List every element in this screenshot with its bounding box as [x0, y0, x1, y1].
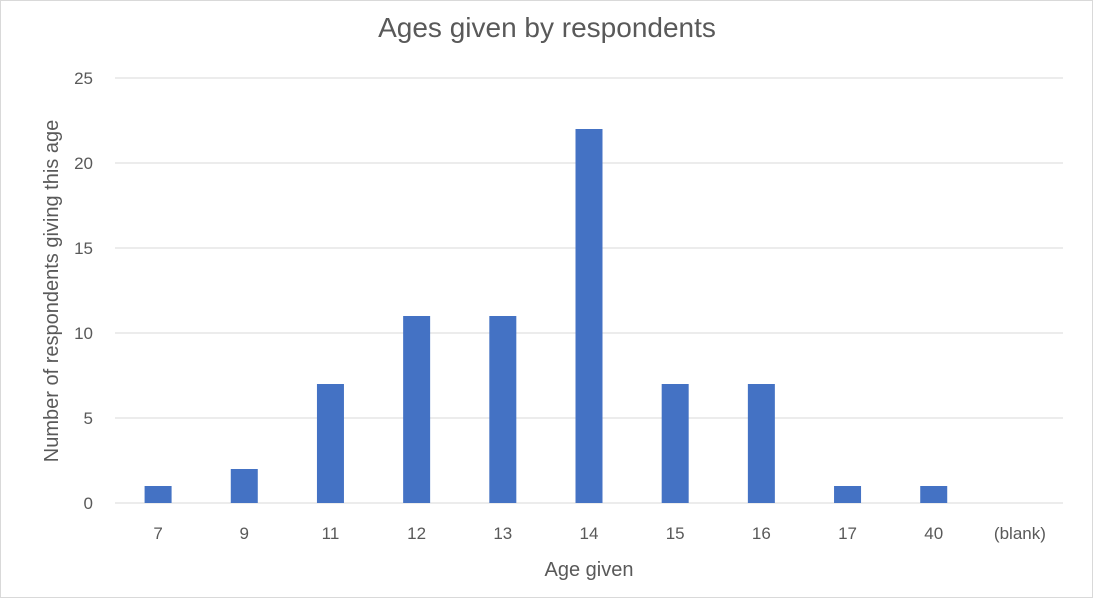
bar [834, 486, 862, 503]
y-axis-ticks: 0 5 10 15 20 25 [74, 69, 93, 513]
y-tick-label: 10 [74, 324, 93, 343]
bar [489, 316, 517, 503]
x-axis-ticks: 7 9 11 12 13 14 15 16 17 40 (blank) [153, 524, 1046, 543]
x-axis-title: Age given [545, 559, 634, 581]
y-axis-title: Number of respondents giving this age [41, 120, 63, 462]
chart-title: Ages given by respondents [378, 12, 716, 43]
x-tick-label: 12 [407, 524, 426, 543]
x-tick-label: 7 [153, 524, 162, 543]
x-tick-label: 16 [752, 524, 771, 543]
y-tick-label: 5 [84, 409, 93, 428]
bar [747, 384, 775, 503]
bar [144, 486, 172, 503]
bar [316, 384, 344, 503]
y-tick-label: 20 [74, 154, 93, 173]
bars [144, 129, 948, 503]
x-tick-label: 15 [666, 524, 685, 543]
bar [403, 316, 431, 503]
bar [920, 486, 948, 503]
x-tick-label: 17 [838, 524, 857, 543]
x-tick-label: 9 [240, 524, 249, 543]
y-tick-label: 25 [74, 69, 93, 88]
bar [230, 469, 258, 503]
x-tick-label: 11 [322, 524, 340, 543]
x-tick-label: 40 [924, 524, 943, 543]
y-tick-label: 15 [74, 239, 93, 258]
y-tick-label: 0 [84, 494, 93, 513]
bar [661, 384, 689, 503]
bar [575, 129, 603, 503]
x-tick-label: 14 [580, 524, 599, 543]
x-tick-label: (blank) [994, 524, 1046, 543]
x-tick-label: 13 [493, 524, 512, 543]
